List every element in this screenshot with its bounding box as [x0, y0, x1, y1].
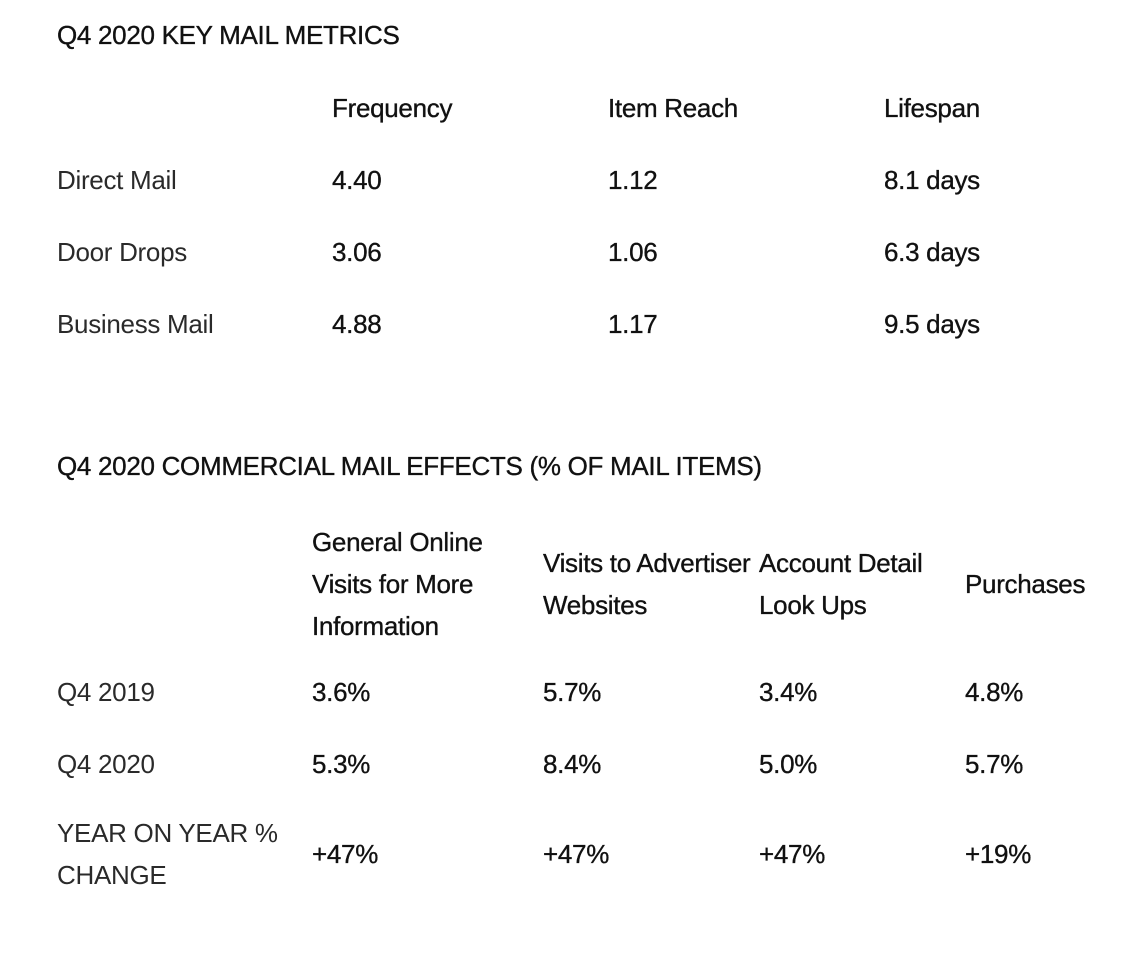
advertiser-website-visits-value: 8.4% [543, 749, 602, 779]
header-lifespan: Lifespan [884, 92, 981, 123]
header-empty-cell [57, 512, 312, 656]
general-online-visits-change: +47% [312, 839, 379, 869]
row-label: Door Drops [57, 236, 187, 267]
table-row: Q4 2020 5.3% 8.4% 5.0% 5.7% [57, 728, 1112, 800]
general-online-visits-value: 3.6% [312, 677, 371, 707]
table-row: YEAR ON YEAR % CHANGE +47% +47% +47% +19… [57, 800, 1112, 908]
table-header-row: Frequency Item Reach Lifespan [57, 72, 1097, 144]
table-row: Door Drops 3.06 1.06 6.3 days [57, 216, 1097, 288]
item-reach-value: 1.17 [608, 308, 658, 339]
table-row: Q4 2019 3.6% 5.7% 3.4% 4.8% [57, 656, 1112, 728]
key-mail-metrics-title: Q4 2020 KEY MAIL METRICS [57, 20, 400, 50]
table-row: Business Mail 4.88 1.17 9.5 days [57, 288, 1097, 360]
purchases-value: 5.7% [965, 749, 1024, 779]
row-label: Q4 2019 [57, 677, 155, 707]
item-reach-value: 1.06 [608, 236, 658, 267]
key-mail-metrics-table: Frequency Item Reach Lifespan Direct Mai… [57, 72, 1097, 360]
header-account-detail-look-ups: Account Detail Look Ups [759, 548, 923, 620]
header-purchases: Purchases [965, 569, 1086, 599]
purchases-change: +19% [965, 839, 1032, 869]
header-item-reach: Item Reach [608, 92, 739, 123]
commercial-mail-effects-table: General Online Visits for More Informati… [57, 512, 1112, 908]
header-general-online-visits: General Online Visits for More Informati… [312, 527, 483, 641]
lifespan-value: 6.3 days [884, 236, 981, 267]
account-look-ups-change: +47% [759, 839, 826, 869]
row-label: Business Mail [57, 308, 214, 339]
frequency-value: 4.40 [332, 164, 382, 195]
advertiser-website-visits-value: 5.7% [543, 677, 602, 707]
header-frequency: Frequency [332, 92, 453, 123]
general-online-visits-value: 5.3% [312, 749, 371, 779]
account-look-ups-value: 3.4% [759, 677, 818, 707]
purchases-value: 4.8% [965, 677, 1024, 707]
account-look-ups-value: 5.0% [759, 749, 818, 779]
frequency-value: 3.06 [332, 236, 382, 267]
advertiser-website-visits-change: +47% [543, 839, 610, 869]
table-header-row: General Online Visits for More Informati… [57, 512, 1112, 656]
lifespan-value: 9.5 days [884, 308, 981, 339]
row-label: Q4 2020 [57, 749, 155, 779]
lifespan-value: 8.1 days [884, 164, 981, 195]
table-row: Direct Mail 4.40 1.12 8.1 days [57, 144, 1097, 216]
commercial-mail-effects-title: Q4 2020 COMMERCIAL MAIL EFFECTS (% OF MA… [57, 451, 762, 481]
row-label: Direct Mail [57, 164, 177, 195]
frequency-value: 4.88 [332, 308, 382, 339]
item-reach-value: 1.12 [608, 164, 658, 195]
row-label: YEAR ON YEAR % CHANGE [57, 818, 278, 890]
header-empty-cell [57, 72, 332, 144]
header-visits-to-advertiser-websites: Visits to Advertiser Websites [543, 548, 751, 620]
